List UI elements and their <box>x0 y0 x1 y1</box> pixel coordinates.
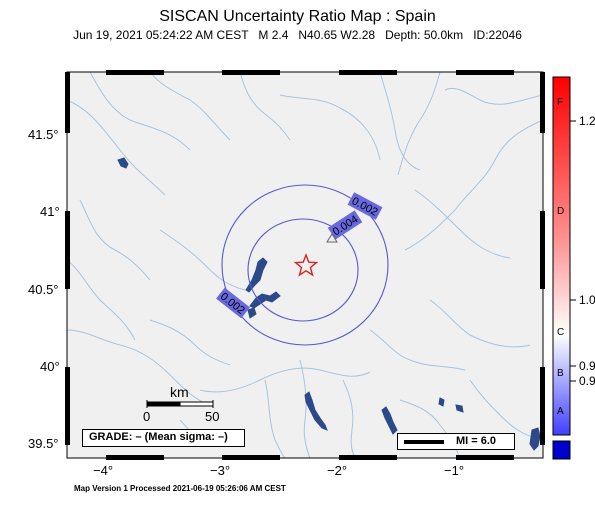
scale-bar-label: 50 <box>205 409 220 424</box>
colorbar <box>552 76 571 436</box>
event-id: ID:22046 <box>473 28 522 42</box>
scale-bar <box>146 400 214 408</box>
lat-tick-label: 41.5° <box>28 127 59 142</box>
lon-tick-label: −1° <box>444 463 465 478</box>
colorbar-tick-label: 1.2 <box>579 114 595 128</box>
mi-legend-text: MI = 6.0 <box>456 435 497 447</box>
event-magnitude: M 2.4 <box>258 28 289 42</box>
grade-letter: B <box>557 368 564 379</box>
map-title: SISCAN Uncertainty Ratio Map : Spain <box>159 8 436 25</box>
map-area <box>67 72 543 458</box>
lat-tick-label: 40.5° <box>28 282 59 297</box>
grade-letter: A <box>557 406 564 417</box>
colorbar-tick-label: 0.9 <box>579 374 595 388</box>
scale-bar-label: 0 <box>143 409 151 424</box>
epicenter-star-icon <box>293 253 319 277</box>
grade-letter: C <box>557 327 565 338</box>
frame-ticks-left <box>65 72 70 445</box>
event-info: Jun 19, 2021 05:24:22 AM CEST M 2.4 N40.… <box>0 28 595 42</box>
scale-bar-title: km <box>170 384 189 400</box>
grade-letter: D <box>557 206 565 217</box>
frame-ticks-bottom <box>106 455 514 460</box>
lon-tick-label: −3° <box>210 463 231 478</box>
lat-tick-label: 39.5° <box>28 436 59 451</box>
grade-box: GRADE: – (Mean sigma: –) <box>82 429 245 447</box>
lat-tick-label: 40° <box>40 359 60 374</box>
uncertainty-contours <box>221 184 389 346</box>
lon-tick-label: −2° <box>327 463 348 478</box>
water-bodies <box>117 157 541 451</box>
station-triangle-icon <box>326 233 338 243</box>
mi-legend-line-icon <box>404 440 444 444</box>
lon-tick-label: −4° <box>93 463 114 478</box>
frame-ticks-right <box>540 72 545 445</box>
colorbar-tick-label: 0.9 <box>579 359 595 373</box>
colorbar-ticks <box>570 120 576 382</box>
contour-ring-outer <box>221 184 389 346</box>
event-depth: Depth: 50.0km <box>385 28 464 42</box>
grade-letter: F <box>557 97 564 108</box>
contour-ring-inner <box>247 218 359 322</box>
processing-footer: Map Version 1 Processed 2021-06-19 05:26… <box>74 484 286 493</box>
mi-legend: MI = 6.0 <box>397 433 515 450</box>
colorbar-min-swatch <box>552 440 571 460</box>
lat-tick-label: 41° <box>40 204 60 219</box>
event-location: N40.65 W2.28 <box>298 28 376 42</box>
event-date: Jun 19, 2021 05:24:22 AM CEST <box>73 28 249 42</box>
colorbar-tick-label: 1.0 <box>579 293 595 307</box>
frame-ticks-top <box>106 70 514 75</box>
